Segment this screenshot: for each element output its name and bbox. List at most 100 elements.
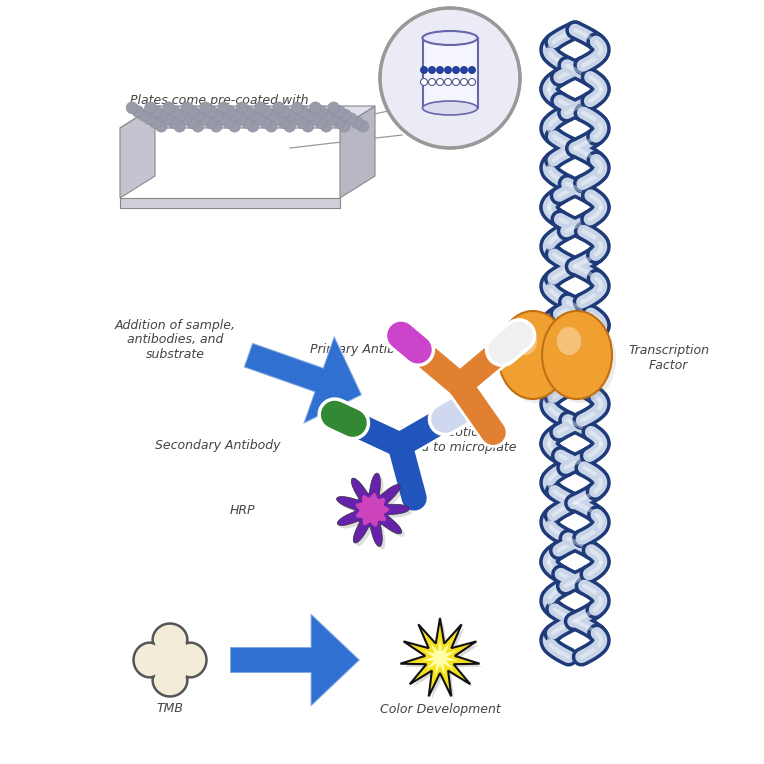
Circle shape bbox=[265, 120, 277, 132]
Circle shape bbox=[309, 102, 322, 114]
Circle shape bbox=[224, 105, 235, 118]
Polygon shape bbox=[244, 335, 362, 424]
Circle shape bbox=[254, 102, 267, 114]
Circle shape bbox=[217, 113, 229, 125]
Circle shape bbox=[357, 120, 369, 132]
Polygon shape bbox=[356, 493, 389, 526]
Polygon shape bbox=[120, 106, 155, 198]
Polygon shape bbox=[120, 198, 340, 208]
Circle shape bbox=[205, 116, 216, 128]
Circle shape bbox=[242, 105, 254, 118]
Circle shape bbox=[235, 113, 248, 125]
Circle shape bbox=[279, 105, 290, 118]
Circle shape bbox=[206, 105, 217, 118]
Circle shape bbox=[380, 8, 520, 148]
Circle shape bbox=[181, 102, 193, 114]
Circle shape bbox=[272, 113, 284, 125]
Circle shape bbox=[132, 105, 144, 118]
Polygon shape bbox=[340, 106, 375, 198]
Circle shape bbox=[291, 102, 303, 114]
Text: Secondary Antibody: Secondary Antibody bbox=[155, 439, 280, 452]
Circle shape bbox=[126, 102, 138, 114]
Circle shape bbox=[236, 102, 248, 114]
Circle shape bbox=[452, 66, 459, 73]
Text: Color Development: Color Development bbox=[380, 704, 500, 717]
Ellipse shape bbox=[502, 315, 572, 403]
Circle shape bbox=[283, 120, 296, 132]
Polygon shape bbox=[134, 623, 206, 697]
Circle shape bbox=[333, 116, 345, 128]
Circle shape bbox=[309, 113, 321, 125]
Circle shape bbox=[229, 109, 241, 121]
Circle shape bbox=[321, 109, 333, 121]
Circle shape bbox=[266, 109, 278, 121]
Circle shape bbox=[334, 105, 345, 118]
Polygon shape bbox=[230, 613, 360, 707]
Circle shape bbox=[199, 102, 212, 114]
Circle shape bbox=[144, 102, 157, 114]
Circle shape bbox=[173, 120, 186, 132]
Circle shape bbox=[278, 116, 290, 128]
Circle shape bbox=[429, 79, 435, 86]
Circle shape bbox=[260, 116, 271, 128]
Circle shape bbox=[156, 109, 168, 121]
Circle shape bbox=[315, 116, 326, 128]
Ellipse shape bbox=[422, 31, 478, 45]
Circle shape bbox=[210, 120, 222, 132]
Circle shape bbox=[296, 116, 308, 128]
Polygon shape bbox=[423, 38, 478, 108]
Ellipse shape bbox=[513, 327, 537, 355]
Circle shape bbox=[461, 66, 468, 73]
Circle shape bbox=[429, 66, 435, 73]
Ellipse shape bbox=[498, 311, 568, 399]
Circle shape bbox=[155, 120, 167, 132]
Text: Addition of sample,
antibodies, and
substrate: Addition of sample, antibodies, and subs… bbox=[115, 319, 236, 361]
Circle shape bbox=[180, 113, 193, 125]
Text: HRP: HRP bbox=[230, 503, 255, 516]
Ellipse shape bbox=[546, 315, 616, 403]
Circle shape bbox=[297, 105, 309, 118]
Circle shape bbox=[327, 113, 339, 125]
Text: Primary Antibody: Primary Antibody bbox=[310, 344, 418, 357]
Polygon shape bbox=[120, 106, 375, 128]
Text: TMB: TMB bbox=[157, 701, 183, 714]
Circle shape bbox=[316, 105, 327, 118]
Circle shape bbox=[169, 105, 180, 118]
Circle shape bbox=[328, 102, 340, 114]
Circle shape bbox=[420, 66, 428, 73]
Circle shape bbox=[420, 79, 428, 86]
Circle shape bbox=[302, 120, 314, 132]
Text: Transcription
Factor: Transcription Factor bbox=[628, 344, 709, 372]
Circle shape bbox=[144, 113, 156, 125]
Circle shape bbox=[338, 120, 351, 132]
Circle shape bbox=[436, 79, 443, 86]
Ellipse shape bbox=[542, 311, 612, 399]
Circle shape bbox=[223, 116, 235, 128]
Circle shape bbox=[248, 109, 260, 121]
Circle shape bbox=[163, 102, 175, 114]
Polygon shape bbox=[339, 476, 413, 549]
Circle shape bbox=[445, 66, 452, 73]
Polygon shape bbox=[422, 640, 458, 675]
Circle shape bbox=[193, 109, 205, 121]
Circle shape bbox=[211, 109, 223, 121]
Circle shape bbox=[461, 79, 468, 86]
Circle shape bbox=[290, 113, 303, 125]
Circle shape bbox=[452, 79, 459, 86]
Circle shape bbox=[187, 105, 199, 118]
Ellipse shape bbox=[557, 327, 581, 355]
Circle shape bbox=[218, 102, 230, 114]
Circle shape bbox=[273, 102, 285, 114]
Text: Plates come pre-coated with
Oligonucleotide: Plates come pre-coated with Oligonucleot… bbox=[130, 94, 309, 122]
Polygon shape bbox=[336, 473, 410, 546]
Circle shape bbox=[445, 79, 452, 86]
Circle shape bbox=[436, 66, 443, 73]
Circle shape bbox=[151, 105, 162, 118]
Circle shape bbox=[186, 116, 198, 128]
Circle shape bbox=[150, 116, 161, 128]
Circle shape bbox=[345, 113, 358, 125]
Circle shape bbox=[261, 105, 272, 118]
Circle shape bbox=[468, 66, 475, 73]
Circle shape bbox=[247, 120, 259, 132]
Circle shape bbox=[241, 116, 253, 128]
